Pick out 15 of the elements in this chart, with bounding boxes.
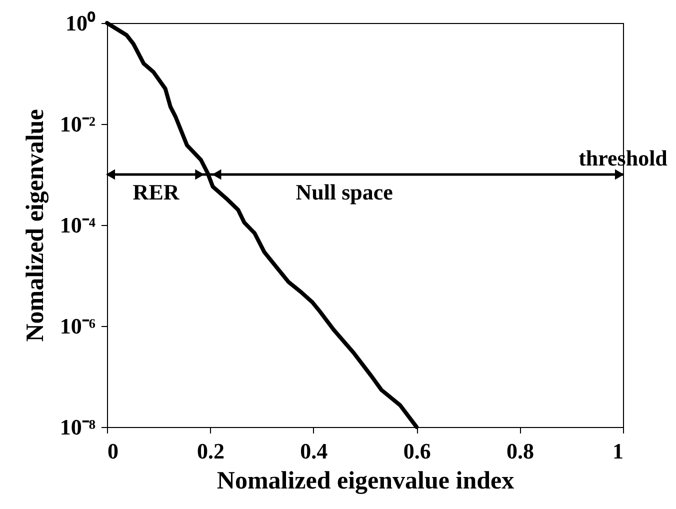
x-tick-label: 0.4 xyxy=(300,438,328,464)
y-tick-label: 10⁻⁸ xyxy=(60,414,96,440)
annotation: Null space xyxy=(296,180,394,204)
x-axis-title: Nomalized eigenvalue index xyxy=(216,468,515,494)
annotation: RER xyxy=(132,180,180,204)
y-tick-label: 10⁰ xyxy=(66,10,96,36)
x-tick-label: 1 xyxy=(612,438,624,464)
y-tick-label: 10⁻⁶ xyxy=(60,314,96,338)
x-tick-label: 0.6 xyxy=(403,438,431,464)
y-tick-label: 10⁻⁴ xyxy=(60,212,96,238)
x-tick-label: 0.8 xyxy=(506,438,534,464)
x-tick-label: 0 xyxy=(108,438,118,464)
y-tick-label: 10⁻² xyxy=(60,112,96,136)
y-axis-title: Nomalized eigenvalue xyxy=(22,109,49,342)
x-tick-label: 0.2 xyxy=(196,438,224,464)
